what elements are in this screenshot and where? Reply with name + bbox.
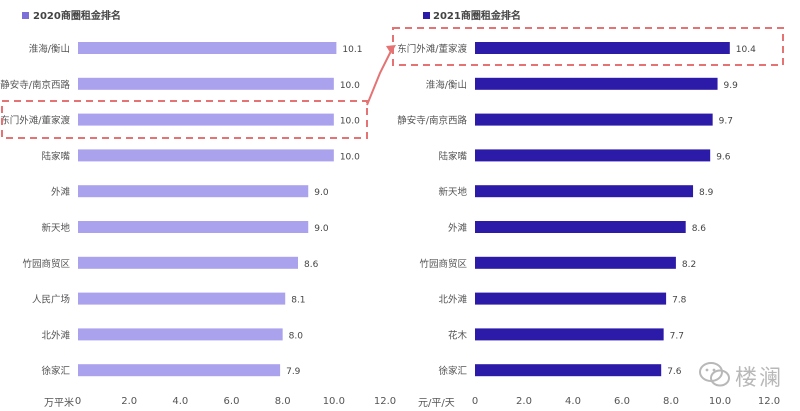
wechat-icon: [699, 362, 730, 387]
category-label: 人民广场: [32, 294, 70, 306]
bar: [475, 42, 730, 54]
value-label: 9.9: [724, 81, 739, 91]
chart-title-2021: 2021商圈租金排名: [433, 9, 521, 22]
tick-label: 12.0: [374, 396, 396, 407]
category-label: 外滩: [51, 186, 71, 198]
tick-label: 10.0: [709, 396, 731, 407]
value-label: 9.0: [314, 188, 329, 198]
category-label: 北外滩: [41, 329, 70, 341]
tick-label: 0: [472, 396, 478, 407]
bar: [78, 42, 337, 54]
value-label: 9.6: [716, 152, 731, 162]
tick-label: 8.0: [275, 396, 291, 407]
arrowhead-icon: [386, 45, 396, 54]
bar: [475, 292, 667, 305]
category-label: 花木: [448, 329, 468, 341]
value-label: 8.6: [304, 260, 319, 270]
bar: [475, 221, 686, 233]
value-label: 8.0: [289, 331, 304, 341]
x-axis-2020: 0 2.0 4.0 6.0 8.0 10.0 12.0: [75, 396, 396, 407]
tick-label: 8.0: [663, 396, 679, 407]
value-label: 9.0: [314, 224, 329, 234]
value-label: 7.7: [670, 331, 684, 341]
category-label: 竹园商贸区: [419, 258, 467, 270]
category-label: 新天地: [438, 186, 467, 198]
value-label: 10.1: [342, 45, 362, 55]
tick-label: 6.0: [614, 396, 630, 407]
value-labels-2020: 10.1 10.0 10.0 10.0 9.0 9.0 8.6 8.1 8.0 7.9: [286, 45, 362, 377]
chart-2021: 2021商圈租金排名 东门外滩/董家渡淮海/衡山静安寺/南京西路陆家嘴新天地外滩…: [397, 9, 780, 409]
legend-swatch-2020: [22, 12, 29, 19]
category-label: 东门外滩/董家渡: [397, 43, 467, 55]
tick-label: 2.0: [516, 396, 532, 407]
category-labels-2020: 淮海/衡山静安寺/南京西路东门外滩/董家渡陆家嘴外滩新天地竹园商贸区人民广场北外…: [0, 43, 70, 377]
bar: [78, 221, 309, 233]
tick-label: 2.0: [121, 396, 137, 407]
value-label: 7.6: [667, 367, 682, 377]
bar: [78, 364, 281, 377]
tick-label: 0: [75, 396, 81, 407]
bar: [78, 149, 334, 162]
connector-arrow: [366, 46, 394, 106]
value-label: 10.0: [340, 152, 360, 162]
tick-label: 10.0: [323, 396, 345, 407]
chart-2020: 2020商圈租金排名 淮海/衡山静安寺/南京西路东门外滩/董家渡陆家嘴外滩新天地…: [0, 9, 396, 409]
highlight-box-2020: [1, 100, 368, 139]
bar: [475, 364, 662, 377]
category-label: 静安寺/南京西路: [397, 115, 467, 127]
bar: [475, 328, 664, 341]
category-label: 陆家嘴: [438, 150, 467, 162]
x-axis-2021: 0 2.0 4.0 6.0 8.0 10.0 12.0: [472, 396, 780, 407]
value-label: 7.8: [672, 296, 687, 306]
tick-label: 4.0: [565, 396, 581, 407]
value-label: 8.2: [682, 260, 696, 270]
value-label: 9.7: [719, 117, 733, 127]
bar: [475, 113, 713, 126]
highlight-box-2021: [392, 27, 784, 66]
value-label: 10.0: [340, 81, 360, 91]
category-labels-2021: 东门外滩/董家渡淮海/衡山静安寺/南京西路陆家嘴新天地外滩竹园商贸区北外滩花木徐…: [397, 43, 467, 377]
watermark: 楼澜: [695, 358, 795, 391]
bar: [78, 328, 283, 341]
bar: [475, 149, 711, 162]
category-label: 徐家汇: [438, 365, 467, 377]
legend-swatch-2021: [423, 12, 430, 19]
value-label: 8.9: [699, 188, 714, 198]
watermark-text: 楼澜: [735, 366, 784, 391]
tick-label: 6.0: [224, 396, 240, 407]
category-label: 竹园商贸区: [22, 258, 70, 270]
category-label: 新天地: [41, 222, 70, 234]
chart-title-2020: 2020商圈租金排名: [33, 9, 121, 22]
bar: [78, 256, 299, 269]
value-labels-2021: 10.4 9.9 9.7 9.6 8.9 8.6 8.2 7.8 7.7 7.6: [667, 45, 756, 377]
category-label: 外滩: [448, 222, 468, 234]
unit-label-2021: 元/平/天: [418, 398, 455, 409]
category-label: 东门外滩/董家渡: [0, 115, 70, 127]
category-label: 北外滩: [438, 294, 467, 306]
bar: [78, 292, 286, 305]
bars-2021: [475, 42, 730, 377]
bar: [475, 185, 694, 198]
bar: [475, 77, 718, 90]
bar: [78, 113, 334, 126]
bar: [78, 185, 309, 198]
value-label: 8.1: [291, 296, 305, 306]
tick-label: 12.0: [758, 396, 780, 407]
category-label: 徐家汇: [41, 365, 70, 377]
unit-label-2020: 万平米: [44, 396, 74, 409]
category-label: 静安寺/南京西路: [0, 79, 70, 91]
value-label: 8.6: [692, 224, 707, 234]
bar: [78, 77, 334, 90]
category-label: 陆家嘴: [41, 150, 70, 162]
bars-2020: [78, 42, 337, 377]
bar: [475, 256, 676, 269]
value-label: 7.9: [286, 367, 301, 377]
category-label: 淮海/衡山: [29, 43, 70, 55]
tick-label: 4.0: [172, 396, 188, 407]
value-label: 10.4: [736, 45, 756, 55]
value-label: 10.0: [340, 117, 360, 127]
category-label: 淮海/衡山: [426, 79, 467, 91]
